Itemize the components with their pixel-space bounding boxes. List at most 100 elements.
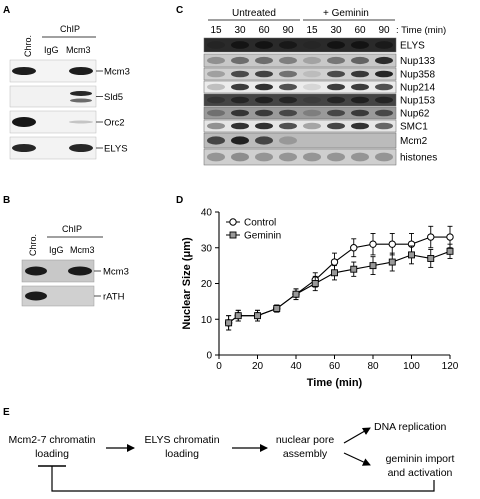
nuclear-size-chart: 0 20 40 60 80 100 120 0 10 20 30 40 Time (min) Nuclea… <box>181 208 459 390</box>
x-tick-label: 40 <box>290 361 302 372</box>
label-a-mcm3: Mcm3 <box>104 67 130 78</box>
y-tick-label: 20 <box>201 279 213 290</box>
band-c-elys <box>255 41 273 49</box>
label-c-nup133: Nup133 <box>400 56 435 67</box>
panel-c-time-label: : Time (min) <box>396 25 446 36</box>
geminin-point <box>369 262 377 270</box>
label-c-nup214: Nup214 <box>400 83 435 94</box>
control-point <box>330 258 339 266</box>
control-point <box>427 233 435 241</box>
y-axis-label: Nuclear Size (μm) <box>181 237 193 330</box>
panel-a-blots: Mcm3 Sld5 Orc2 ELYS <box>9 59 130 160</box>
band-a-elys <box>12 144 36 152</box>
blot-c-nup62 <box>203 106 397 120</box>
panel-d-letter: D <box>176 195 183 206</box>
panel-c-time-row: 15 30 60 90 15 30 60 90 <box>210 25 390 36</box>
band-c-nup133 <box>375 56 393 65</box>
band-c-nup153 <box>375 96 393 104</box>
label-c-histones: histones <box>400 153 437 164</box>
band-a-orc2 <box>69 120 93 124</box>
band-c-nup358 <box>375 70 393 78</box>
panel-a-letter: A <box>3 5 10 16</box>
x-tick-label: 80 <box>367 361 379 372</box>
band-c-elys <box>303 41 321 49</box>
blot-c-nup153 <box>203 93 397 107</box>
label-a-orc2: Orc2 <box>104 118 125 129</box>
panel-b-blots: Mcm3 rATH <box>21 259 129 307</box>
inhibition-feedback-line <box>51 466 435 492</box>
band-c-smc1 <box>303 122 321 130</box>
arrow-pore-to-replication <box>343 427 371 444</box>
label-c-smc1: SMC1 <box>400 122 428 133</box>
band-c-nup133 <box>327 56 345 65</box>
band-a-elys <box>69 144 93 152</box>
panel-e: E Mcm2-7 chromatin loading ELYS chromati… <box>3 407 455 492</box>
time-untreated-30: 30 <box>234 25 246 36</box>
geminin-point <box>225 319 233 327</box>
x-tick-label: 60 <box>329 361 341 372</box>
elys-loading-label-line1: ELYS chromatin <box>144 434 219 446</box>
band-b-mcm3 <box>68 266 92 276</box>
band-c-elys <box>375 41 393 49</box>
dna-replication-label: DNA replication <box>374 421 447 433</box>
geminin-point <box>408 251 415 259</box>
band-c-mcm2 <box>255 136 273 145</box>
x-tick-label: 100 <box>403 361 420 372</box>
band-c-nup133 <box>303 56 321 65</box>
label-c-nup62: Nup62 <box>400 109 430 120</box>
geminin-point <box>273 305 281 312</box>
band-c-nup358 <box>351 70 369 78</box>
band-c-elys <box>279 41 297 49</box>
band-a-mcm3 <box>69 67 93 75</box>
blot-c-nup133 <box>203 53 397 68</box>
control-point <box>388 240 396 248</box>
y-tick-label: 0 <box>206 351 212 362</box>
band-c-nup153 <box>255 96 273 104</box>
band-c-nup62 <box>255 109 273 117</box>
band-c-nup133 <box>279 56 297 65</box>
blot-c-histones <box>203 148 397 166</box>
geminin-point <box>446 247 454 255</box>
time-untreated-15: 15 <box>210 25 222 36</box>
control-series-line <box>228 236 450 324</box>
control-point <box>350 244 358 252</box>
band-c-elys <box>231 41 249 49</box>
time-geminin-30: 30 <box>330 25 342 36</box>
band-c-nup214 <box>279 83 297 91</box>
band-c-elys <box>327 41 345 49</box>
legend-geminin-label: Geminin <box>244 231 281 242</box>
band-c-nup133 <box>255 56 273 65</box>
y-tick-label: 10 <box>201 315 213 326</box>
geminin-point <box>292 290 300 298</box>
band-c-nup358 <box>255 70 273 78</box>
blot-a-sld5 <box>9 85 97 108</box>
band-c-mcm2 <box>231 136 249 145</box>
label-b-rath: rATH <box>103 292 125 303</box>
legend-geminin-marker <box>229 231 237 239</box>
band-c-histones <box>255 152 273 162</box>
band-c-smc1 <box>375 122 393 130</box>
pore-assembly-label-line1: nuclear pore <box>276 434 335 446</box>
band-c-histones <box>375 152 393 162</box>
geminin-series-line <box>228 250 451 324</box>
geminin-point <box>331 269 338 277</box>
panel-a-col-chro: Chro. <box>23 35 33 57</box>
panel-a-chip-label: ChIP <box>60 24 80 34</box>
band-a-mcm3 <box>12 67 36 75</box>
panel-c: C Untreated + Geminin : Time (min) 15 30 6… <box>176 5 446 166</box>
y-tick-label: 40 <box>201 208 213 219</box>
label-c-nup153: Nup153 <box>400 96 435 107</box>
band-c-nup214 <box>303 83 321 91</box>
band-c-histones <box>351 152 369 162</box>
band-c-elys <box>351 41 369 49</box>
band-c-smc1 <box>327 122 345 130</box>
band-c-smc1 <box>231 122 249 130</box>
label-c-elys: ELYS <box>400 41 425 52</box>
band-c-nup133 <box>231 56 249 65</box>
label-c-mcm2: Mcm2 <box>400 136 428 147</box>
band-c-nup358 <box>207 70 225 78</box>
label-a-sld5: Sld5 <box>104 92 123 103</box>
geminin-point <box>311 280 319 287</box>
x-tick-label: 120 <box>442 361 459 372</box>
